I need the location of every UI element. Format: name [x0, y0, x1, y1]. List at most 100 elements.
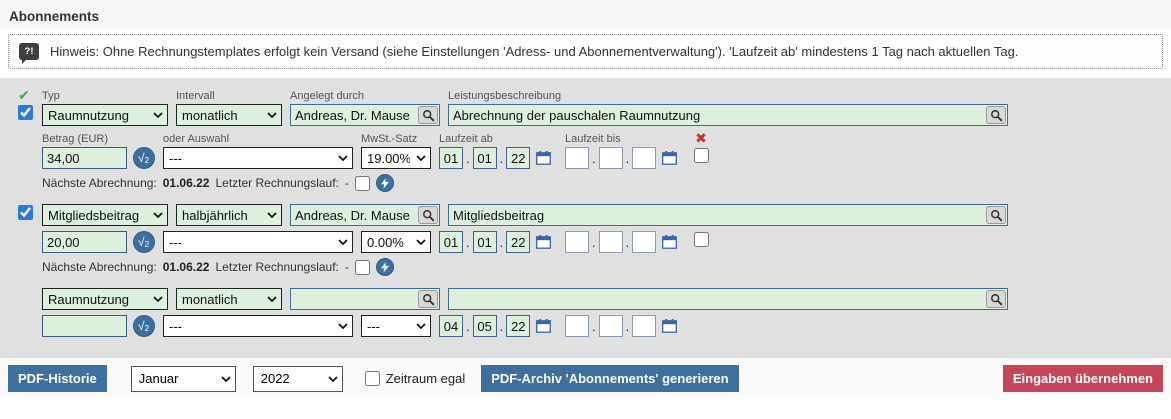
- subscription-row: ✔ Typ Intervall Angelegt durch Leistungs…: [18, 88, 1163, 192]
- search-button[interactable]: [418, 206, 438, 224]
- laufzeit-ab-tag-input[interactable]: [439, 147, 463, 169]
- date-separator: .: [625, 234, 630, 250]
- betrag-input[interactable]: [42, 315, 127, 337]
- pdf-archiv-button[interactable]: PDF-Archiv 'Abonnements' generieren: [481, 365, 739, 392]
- betrag-input[interactable]: [42, 231, 127, 253]
- jahr-select[interactable]: 2022: [252, 365, 343, 392]
- trigger-billing-button[interactable]: [375, 258, 394, 276]
- intervall-select[interactable]: monatlich: [176, 288, 282, 310]
- formula-button[interactable]: √ 2: [133, 147, 155, 169]
- laufzeit-ab-monat-input[interactable]: [472, 147, 497, 169]
- calendar-icon: [536, 319, 552, 333]
- search-button[interactable]: [418, 106, 438, 124]
- laufzeit-bis-tag-input[interactable]: [565, 231, 589, 253]
- naechste-abrechnung-label: Nächste Abrechnung:: [42, 176, 157, 190]
- trigger-billing-button[interactable]: [375, 174, 394, 192]
- auswahl-select[interactable]: ---: [163, 231, 353, 253]
- formula-button[interactable]: √ 2: [133, 315, 155, 337]
- calendar-button[interactable]: [536, 151, 552, 165]
- laufzeit-bis-label: Laufzeit bis: [565, 133, 621, 145]
- intervall-select[interactable]: halbjährlich: [176, 204, 282, 226]
- naechste-abrechnung-label: Nächste Abrechnung:: [42, 260, 157, 274]
- laufzeit-ab-jahr-input[interactable]: [506, 231, 531, 253]
- laufzeit-bis-jahr-input[interactable]: [632, 315, 657, 337]
- laufzeit-ab-tag-input[interactable]: [439, 231, 463, 253]
- pdf-historie-button[interactable]: PDF-Historie: [8, 365, 107, 392]
- row-active-checkbox[interactable]: [18, 105, 33, 120]
- calendar-icon: [536, 235, 552, 249]
- eingaben-uebernehmen-button[interactable]: Eingaben übernehmen: [1002, 365, 1163, 392]
- calendar-button[interactable]: [536, 235, 552, 249]
- calendar-icon: [662, 319, 678, 333]
- laufzeit-bis-jahr-input[interactable]: [632, 231, 657, 253]
- mwst-select[interactable]: 19.00%: [361, 147, 431, 169]
- typ-select[interactable]: Raumnutzung: [42, 104, 168, 126]
- date-separator: .: [466, 150, 470, 166]
- leistungsbeschreibung-input[interactable]: [449, 205, 986, 225]
- typ-select[interactable]: Mitgliedsbeitrag: [42, 204, 168, 226]
- monat-select[interactable]: Januar: [130, 365, 236, 392]
- typ-label: Typ: [42, 90, 60, 102]
- date-separator: .: [625, 150, 630, 166]
- laufzeit-bis-monat-input[interactable]: [598, 147, 623, 169]
- sqrt-icon: √: [138, 319, 145, 333]
- hint-bubble-icon: ?!: [19, 43, 39, 64]
- mwst-select[interactable]: 0.00%: [361, 231, 431, 253]
- search-icon: [422, 293, 434, 305]
- search-icon: [990, 293, 1002, 305]
- check-all-icon[interactable]: ✔: [18, 87, 30, 103]
- delete-checkbox[interactable]: [693, 148, 709, 163]
- date-separator: .: [499, 150, 504, 166]
- auswahl-select[interactable]: ---: [163, 315, 353, 337]
- calendar-button[interactable]: [662, 151, 678, 165]
- sqrt-icon: √: [138, 151, 145, 165]
- search-button[interactable]: [986, 290, 1006, 308]
- auswahl-select[interactable]: ---: [163, 147, 353, 169]
- row-active-checkbox[interactable]: [18, 205, 33, 220]
- leistungsbeschreibung-label: Leistungsbeschreibung: [448, 90, 562, 102]
- laufzeit-bis-tag-input[interactable]: [565, 147, 589, 169]
- date-separator: .: [466, 234, 470, 250]
- delete-checkbox[interactable]: [693, 232, 709, 247]
- laufzeit-bis-monat-input[interactable]: [598, 231, 623, 253]
- sqrt-sub: 2: [144, 323, 150, 333]
- delete-icon: ✖: [695, 130, 707, 146]
- angelegt-durch-input[interactable]: [291, 205, 418, 225]
- leistungsbeschreibung-input[interactable]: [449, 105, 986, 125]
- zeitraum-egal-checkbox[interactable]: [364, 371, 380, 386]
- laufzeit-bis-tag-input[interactable]: [565, 315, 589, 337]
- laufzeit-ab-monat-input[interactable]: [472, 315, 497, 337]
- calendar-button[interactable]: [662, 235, 678, 249]
- intervall-select[interactable]: monatlich: [176, 104, 282, 126]
- calendar-icon: [662, 151, 678, 165]
- laufzeit-bis-jahr-input[interactable]: [632, 147, 657, 169]
- laufzeit-bis-monat-input[interactable]: [598, 315, 623, 337]
- betrag-input[interactable]: [42, 147, 127, 169]
- calendar-button[interactable]: [536, 319, 552, 333]
- search-button[interactable]: [986, 206, 1006, 224]
- rechnungslauf-checkbox[interactable]: [354, 259, 370, 275]
- hint-box: ?! Hinweis: Ohne Rechnungstemplates erfo…: [8, 34, 1163, 69]
- mwst-label: MwSt.-Satz: [361, 133, 418, 145]
- calendar-icon: [662, 235, 678, 249]
- laufzeit-ab-jahr-input[interactable]: [506, 315, 531, 337]
- angelegt-durch-input[interactable]: [291, 105, 418, 125]
- betrag-label: Betrag (EUR): [42, 133, 109, 145]
- page-title: Abonnements: [0, 0, 1171, 30]
- search-button[interactable]: [986, 106, 1006, 124]
- angelegt-durch-input[interactable]: [291, 289, 418, 309]
- laufzeit-ab-tag-input[interactable]: [439, 315, 463, 337]
- date-separator: .: [592, 234, 596, 250]
- letzter-rechnungslauf-wert: -: [344, 260, 349, 274]
- formula-button[interactable]: √ 2: [133, 231, 155, 253]
- lightning-icon: [380, 261, 389, 273]
- typ-select[interactable]: Raumnutzung: [42, 288, 168, 310]
- laufzeit-ab-monat-input[interactable]: [472, 231, 497, 253]
- mwst-select[interactable]: ---: [361, 315, 431, 337]
- zeitraum-egal-label: Zeitraum egal: [385, 371, 466, 386]
- rechnungslauf-checkbox[interactable]: [354, 175, 370, 191]
- calendar-button[interactable]: [662, 319, 678, 333]
- search-button[interactable]: [418, 290, 438, 308]
- leistungsbeschreibung-input[interactable]: [449, 289, 986, 309]
- laufzeit-ab-jahr-input[interactable]: [506, 147, 531, 169]
